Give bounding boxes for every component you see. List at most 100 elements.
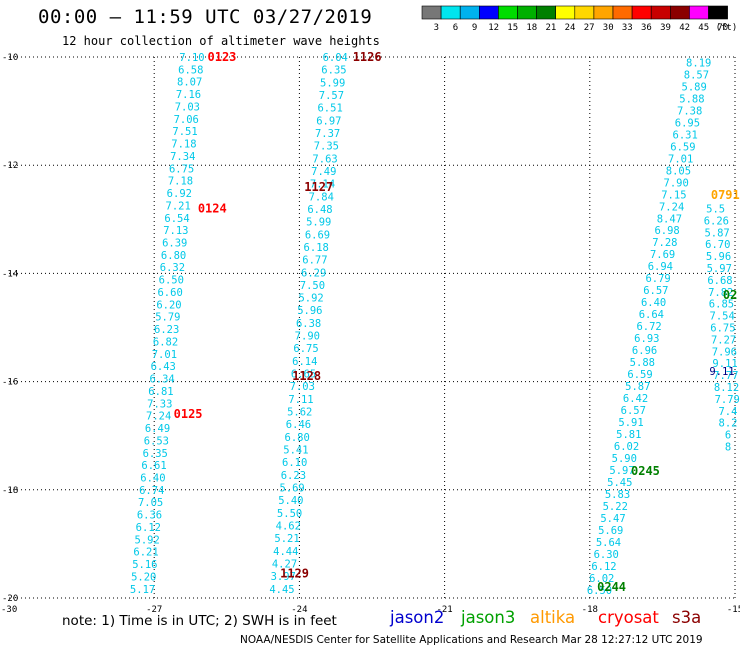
wave-height-value: 7.79 xyxy=(715,394,740,406)
y-tick-label: -14 xyxy=(2,269,18,279)
colorbar-swatch xyxy=(574,5,595,20)
wave-height-value: 6.85 xyxy=(709,299,734,311)
colorbar-label: 6 xyxy=(453,23,458,33)
wave-height-value: 6.04 xyxy=(323,52,348,64)
colorbar-swatch xyxy=(669,5,690,20)
colorbar-swatch xyxy=(708,5,728,20)
colorbar-unit: (ft) xyxy=(716,23,738,33)
wave-height-value: 6.57 xyxy=(643,285,668,297)
y-tick-label: -10 xyxy=(2,53,18,63)
wave-height-value: 6.50 xyxy=(159,275,184,287)
wave-height-value: 7.38 xyxy=(677,105,702,117)
wave-height-value: 7.18 xyxy=(171,139,196,151)
wave-height-value: 8.2 xyxy=(719,418,738,430)
wave-height-value: 7.50 xyxy=(300,280,325,292)
time-label: 02 xyxy=(723,288,737,302)
colorbar-label: 18 xyxy=(526,23,537,33)
wave-height-value: 6.23 xyxy=(154,324,179,336)
wave-height-value: 6.42 xyxy=(623,393,648,405)
wave-height-value: 7.77 xyxy=(713,370,738,382)
wave-height-value: 6.14 xyxy=(292,356,317,368)
wave-height-value: 5.64 xyxy=(596,537,621,549)
wave-height-value: 5.21 xyxy=(274,533,299,545)
colorbar-swatch xyxy=(517,5,537,20)
wave-height-value: 7.06 xyxy=(174,114,199,126)
wave-height-value: 6.31 xyxy=(673,129,698,141)
wave-height-value: 8.57 xyxy=(684,69,709,81)
wave-height-value: 7.37 xyxy=(315,128,340,140)
wave-height-value: 6.34 xyxy=(149,374,174,386)
colorbar-label: 21 xyxy=(546,23,557,33)
wave-height-value: 8.07 xyxy=(177,77,202,89)
legend-s3a: s3a xyxy=(672,608,702,627)
wave-height-value: 7.11 xyxy=(288,394,313,406)
wave-height-value: 6.20 xyxy=(156,299,181,311)
wave-height-value: 8.47 xyxy=(657,213,682,225)
wave-height-value: 5.69 xyxy=(279,483,304,495)
wave-height-value: 6.80 xyxy=(161,250,186,262)
wave-height-value: 8 xyxy=(725,442,731,454)
wave-height-value: 6.74 xyxy=(139,485,164,497)
wave-height-value: 8.05 xyxy=(666,165,691,177)
wave-height-value: 7.49 xyxy=(311,166,336,178)
colorbar-label: 9 xyxy=(472,23,477,33)
wave-height-value: 4.44 xyxy=(273,546,298,558)
wave-height-value: 6.12 xyxy=(136,522,161,534)
wave-height-value: 7.35 xyxy=(314,141,339,153)
wave-height-value: 6.94 xyxy=(648,261,673,273)
wave-height-value: 5.87 xyxy=(704,227,729,239)
wave-height-value: 6.51 xyxy=(317,103,342,115)
wave-height-value: 5.88 xyxy=(679,93,704,105)
y-tick-label: -12 xyxy=(2,161,18,171)
wave-height-value: 6.26 xyxy=(704,215,729,227)
wave-height-value: 5.20 xyxy=(131,571,156,583)
y-tick-label: -20 xyxy=(2,594,18,604)
wave-height-value: 7.24 xyxy=(146,411,171,423)
wave-height-value: 5.99 xyxy=(320,77,345,89)
wave-height-value: 9.11 xyxy=(712,358,737,370)
wave-height-value: 6.77 xyxy=(302,255,327,267)
wave-height-value: 7.18 xyxy=(168,176,193,188)
wave-height-value: 5.50 xyxy=(277,508,302,520)
time-label: 0245 xyxy=(631,464,660,478)
wave-height-value: 6.95 xyxy=(675,117,700,129)
wave-height-value: 7.05 xyxy=(138,497,163,509)
wave-height-value: 4.27 xyxy=(272,558,297,570)
wave-height-value: 5.97 xyxy=(609,465,634,477)
wave-height-value: 7.90 xyxy=(295,331,320,343)
wave-height-value: 7.63 xyxy=(312,153,337,165)
wave-height-value: 5.99 xyxy=(306,217,331,229)
wave-height-value: 5.97 xyxy=(707,263,732,275)
legend-cryosat: cryosat xyxy=(598,608,659,627)
wave-height-value: 6.10 xyxy=(282,457,307,469)
wave-height-value: 6.75 xyxy=(710,323,735,335)
wave-height-value: 6.02 xyxy=(589,573,614,585)
wave-height-value: 5.81 xyxy=(616,429,641,441)
time-label: 1128 xyxy=(292,369,321,383)
colorbar-swatch xyxy=(612,5,633,20)
wave-height-value: 8.19 xyxy=(686,57,711,69)
wave-height-value: 7.57 xyxy=(319,90,344,102)
wave-height-value: 6.79 xyxy=(645,273,670,285)
wave-height-value: 6.35 xyxy=(143,448,168,460)
wave-height-value: 6.72 xyxy=(636,321,661,333)
wave-height-value: 6.48 xyxy=(307,204,332,216)
colorbar-swatch xyxy=(631,5,652,20)
time-label: 0791 xyxy=(711,188,740,202)
wave-height-value: 6.82 xyxy=(153,336,178,348)
x-tick-label: -18 xyxy=(582,605,598,615)
y-tick-label: -16 xyxy=(2,378,18,388)
colorbar-label: 3 xyxy=(434,23,439,33)
colorbar-swatch xyxy=(421,5,442,20)
wave-height-value: 6.53 xyxy=(144,435,169,447)
wave-height-value: 6.69 xyxy=(305,229,330,241)
wave-height-value: 6.18 xyxy=(304,242,329,254)
wave-height-value: 5.91 xyxy=(618,417,643,429)
wave-height-value: 5.41 xyxy=(283,445,308,457)
wave-height-value: 3.97 xyxy=(271,571,296,583)
wave-height-value: 5.96 xyxy=(706,251,731,263)
wave-height-value: 6.21 xyxy=(133,547,158,559)
wave-height-value: 6.64 xyxy=(639,309,664,321)
